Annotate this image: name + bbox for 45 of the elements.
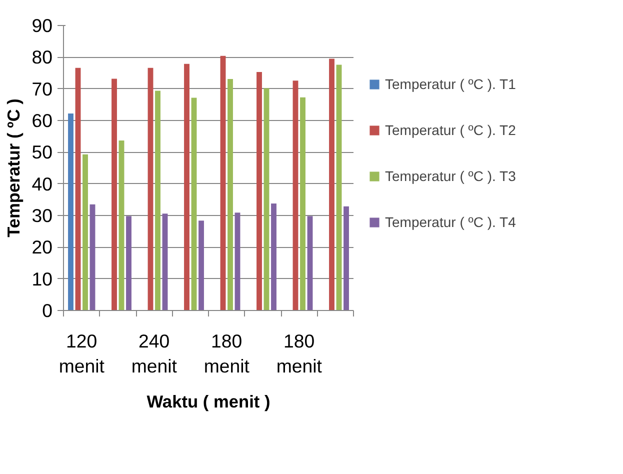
- bar: [329, 58, 334, 310]
- bar: [220, 56, 226, 310]
- bar: [307, 216, 313, 310]
- y-tick-label: 30: [32, 205, 53, 226]
- bar: [292, 80, 298, 310]
- bar: [162, 214, 168, 310]
- bar: [336, 64, 342, 310]
- bar: [198, 220, 204, 310]
- bar: [112, 78, 117, 310]
- bar: [148, 68, 154, 310]
- bar: [234, 212, 240, 310]
- x-tick-label: 180 menit: [204, 330, 250, 377]
- bar: [264, 88, 270, 310]
- y-axis-title: Temperatur ( ºC ): [4, 98, 24, 238]
- y-tick-label: 90: [32, 15, 53, 36]
- y-tick-label: 60: [32, 110, 53, 131]
- bar: [90, 204, 96, 310]
- legend-label: Temperatur ( ºC ). T2: [385, 122, 516, 138]
- bar: [155, 90, 160, 310]
- bar: [228, 79, 233, 310]
- x-tick-label: 120 menit: [58, 330, 106, 377]
- bar: [300, 97, 306, 310]
- legend-label: Temperatur ( ºC ). T4: [385, 214, 516, 230]
- bar: [118, 140, 124, 310]
- y-tick-label: 80: [32, 46, 53, 68]
- bar: [82, 154, 88, 310]
- bar: [271, 203, 276, 310]
- y-tick-label: 20: [32, 236, 53, 258]
- bar: [191, 98, 197, 310]
- y-tick-label: 10: [32, 268, 53, 290]
- x-axis-title: Waktu ( menit ): [146, 392, 270, 412]
- y-tick-label: 50: [32, 142, 53, 163]
- x-tick-label: 180 menit: [276, 330, 323, 377]
- legend-label: Temperatur ( ºC ). T1: [385, 76, 516, 92]
- x-tick-label: 240 menit: [131, 330, 178, 377]
- y-tick-label: 40: [32, 173, 53, 194]
- bar: [344, 206, 349, 310]
- bar: [256, 72, 262, 310]
- bar: [68, 114, 74, 310]
- y-tick-label: 70: [32, 78, 53, 100]
- bar: [75, 68, 81, 310]
- legend-label: Temperatur ( ºC ). T3: [385, 168, 516, 184]
- bar: [184, 64, 190, 310]
- bar: [126, 216, 132, 310]
- y-tick-label: 0: [42, 300, 53, 321]
